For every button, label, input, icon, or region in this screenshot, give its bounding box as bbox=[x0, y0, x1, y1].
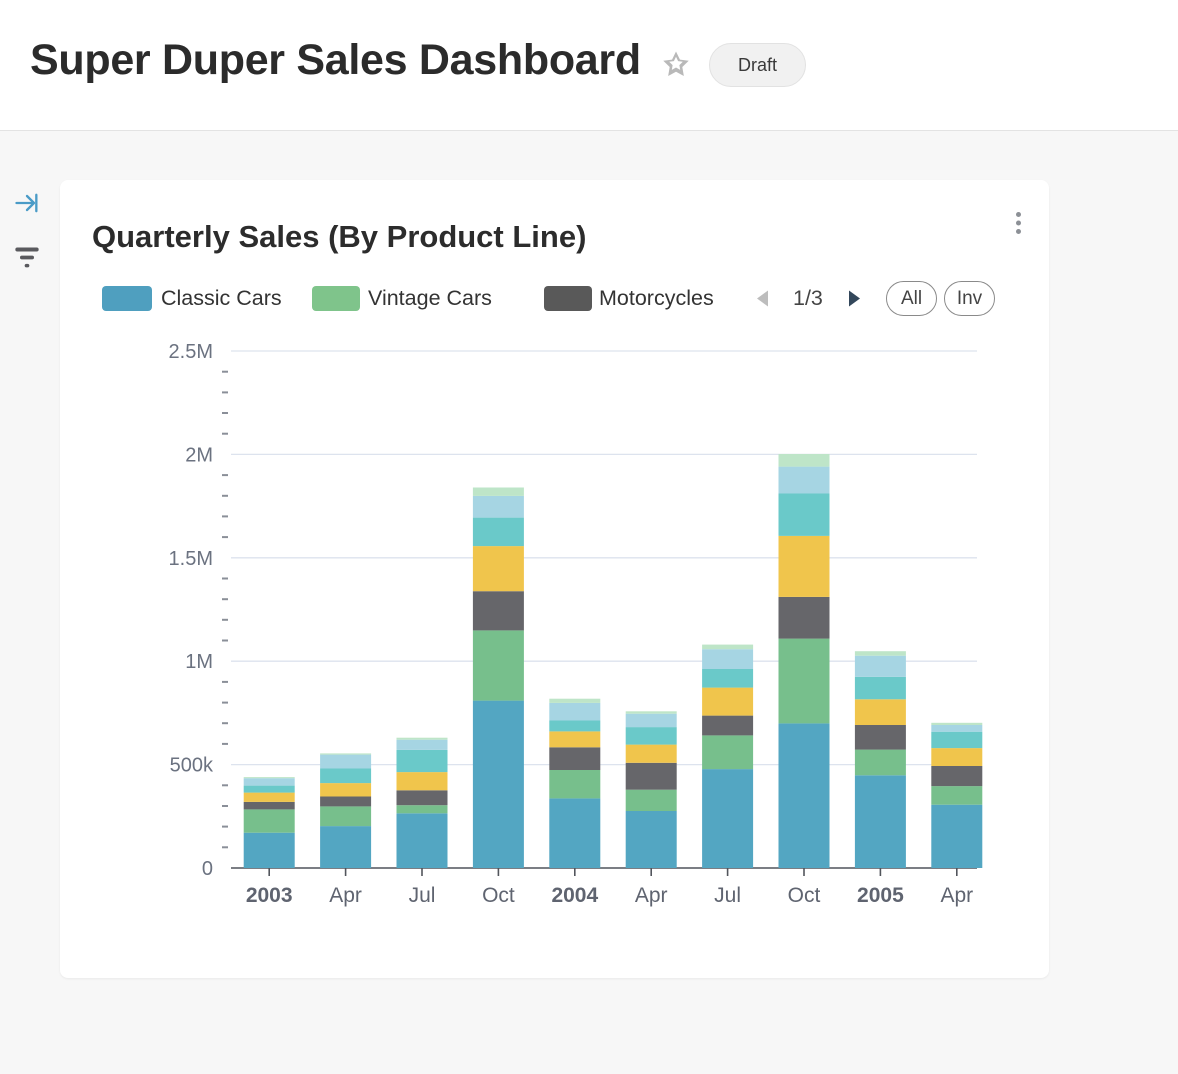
svg-text:500k: 500k bbox=[170, 755, 214, 777]
svg-text:1M: 1M bbox=[185, 651, 213, 673]
svg-text:Jul: Jul bbox=[714, 884, 741, 907]
svg-text:Apr: Apr bbox=[329, 884, 362, 907]
svg-text:2003: 2003 bbox=[246, 884, 293, 907]
svg-text:Apr: Apr bbox=[635, 884, 668, 907]
svg-text:2005: 2005 bbox=[857, 884, 904, 907]
svg-text:Oct: Oct bbox=[482, 884, 515, 907]
svg-text:2M: 2M bbox=[185, 444, 213, 466]
svg-text:1.5M: 1.5M bbox=[169, 548, 213, 570]
svg-text:Jul: Jul bbox=[409, 884, 436, 907]
svg-text:2.5M: 2.5M bbox=[169, 341, 213, 363]
svg-text:0: 0 bbox=[202, 858, 213, 880]
svg-text:Apr: Apr bbox=[940, 884, 973, 907]
svg-text:2004: 2004 bbox=[551, 884, 598, 907]
svg-text:Oct: Oct bbox=[788, 884, 821, 907]
